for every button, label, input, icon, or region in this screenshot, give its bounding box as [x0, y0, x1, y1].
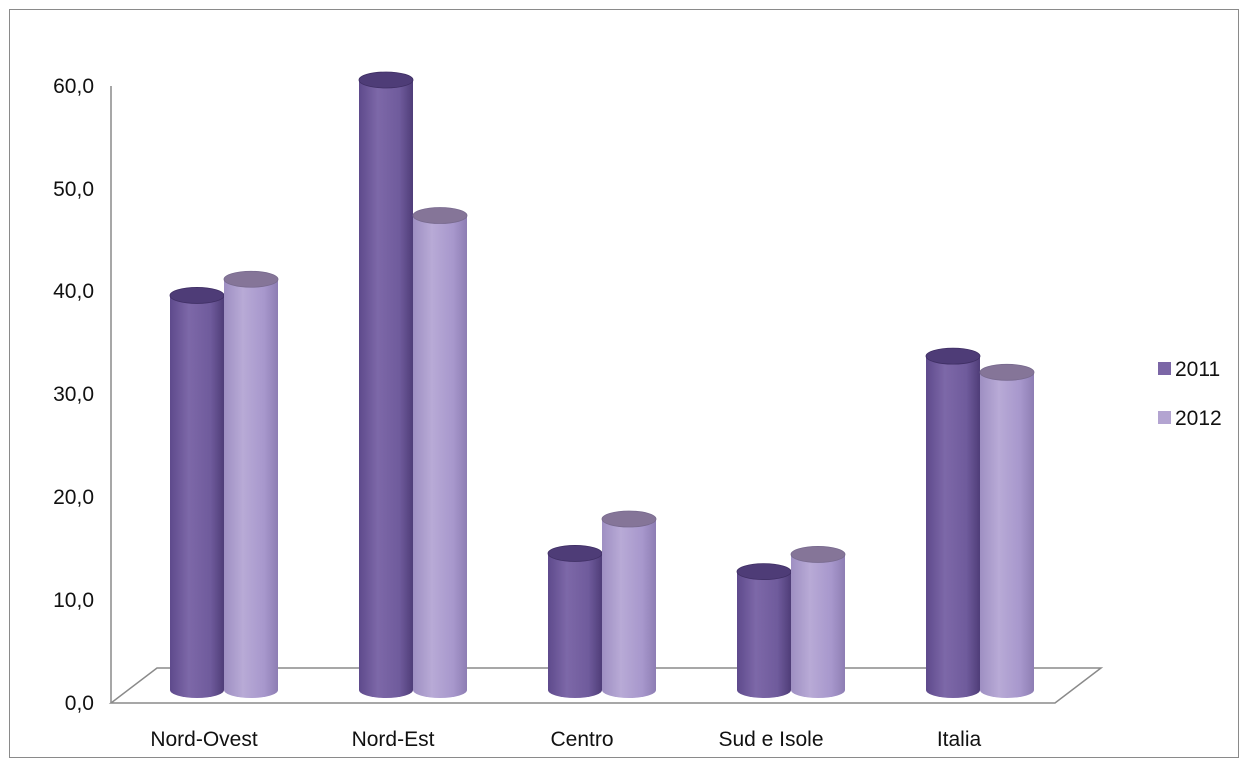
floor — [108, 667, 1104, 704]
bar-body — [224, 279, 278, 698]
legend: 2011 2012 — [1158, 358, 1222, 430]
bar-2011-centro — [547, 545, 603, 698]
bar-top — [223, 270, 279, 288]
bar-2012-italia — [979, 363, 1035, 698]
bar-top — [979, 363, 1035, 381]
legend-swatch-2011 — [1158, 362, 1171, 375]
bar-body — [602, 519, 656, 698]
category-labels: Nord-Ovest Nord-Est Centro Sud e Isole Itali… — [150, 728, 981, 751]
bar-top — [790, 546, 846, 563]
bar-2012-nord-est — [412, 207, 468, 699]
bar-top — [925, 347, 981, 365]
y-tick-label: 40,0 — [53, 280, 94, 303]
legend-swatch-2012 — [1158, 411, 1171, 424]
x-category-label: Nord-Ovest — [150, 728, 258, 751]
legend-label-2012: 2012 — [1175, 407, 1222, 430]
x-category-label: Sud e Isole — [718, 728, 823, 751]
y-tick-label: 60,0 — [53, 75, 94, 98]
bar-2012-nord-ovest — [223, 270, 279, 698]
bar-body — [413, 215, 467, 699]
bar-body — [791, 554, 845, 698]
bar-2011-sud-e-isole — [736, 563, 792, 698]
bar-top — [169, 287, 225, 304]
bar-body — [980, 372, 1034, 698]
bar-top — [358, 71, 414, 89]
bar-2012-centro — [601, 510, 657, 698]
y-tick-label: 0,0 — [65, 692, 94, 715]
y-tick-labels: 0,0 10,0 20,0 30,0 40,0 50,0 60,0 — [53, 75, 94, 715]
bar-top — [601, 510, 657, 528]
bar-top — [736, 563, 792, 581]
bar-2011-nord-est — [358, 71, 414, 699]
bar-2012-sud-e-isole — [790, 546, 846, 698]
x-category-label: Centro — [550, 728, 613, 751]
bar-top — [412, 207, 468, 224]
bar-body — [737, 571, 791, 698]
y-tick-label: 10,0 — [53, 589, 94, 612]
bar-body — [170, 295, 224, 698]
bar-2011-nord-ovest — [169, 287, 225, 698]
bars — [169, 71, 1035, 699]
y-tick-label: 50,0 — [53, 178, 94, 201]
bar-body — [926, 356, 980, 698]
bar-2011-italia — [925, 347, 981, 698]
x-category-label: Italia — [937, 728, 982, 751]
bar-top — [547, 545, 603, 562]
y-tick-label: 20,0 — [53, 486, 94, 509]
x-category-label: Nord-Est — [352, 728, 435, 751]
bar-body — [359, 79, 413, 699]
y-tick-label: 30,0 — [53, 383, 94, 406]
bar-body — [548, 553, 602, 698]
legend-label-2011: 2011 — [1175, 358, 1220, 381]
